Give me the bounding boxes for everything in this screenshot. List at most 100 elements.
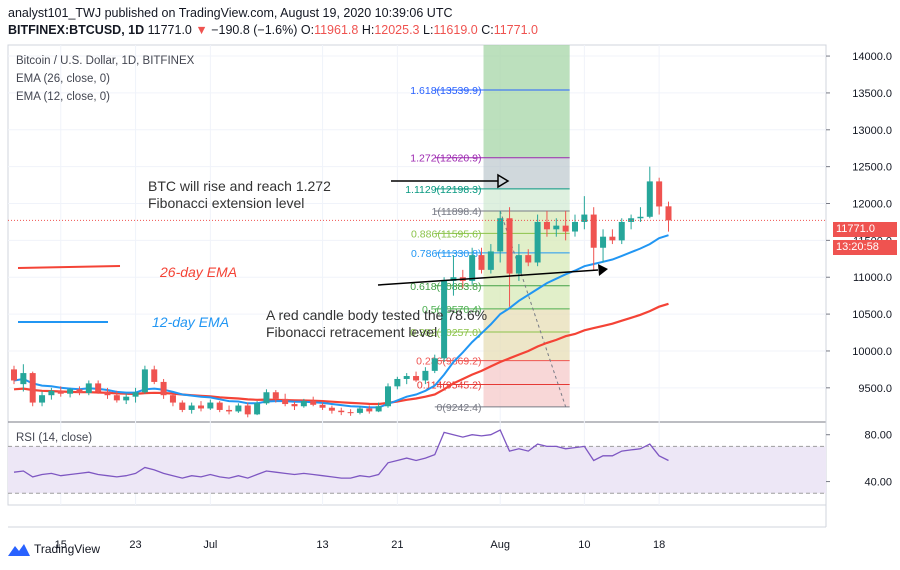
- candle-body: [413, 376, 420, 381]
- price-tick-label: 10000.0: [852, 346, 892, 358]
- candle-body: [179, 402, 186, 410]
- candle-body: [207, 402, 214, 409]
- candle-body: [319, 404, 326, 408]
- price-tick-label: 12500.0: [852, 162, 892, 174]
- candle-body: [272, 392, 279, 399]
- ema12-line: [13, 234, 669, 409]
- open-value: 11961.8: [314, 23, 359, 37]
- candle: [151, 365, 158, 385]
- candle: [57, 386, 64, 397]
- fib-level-label: 1(11898.4): [431, 206, 481, 218]
- rsi-tick-label: 80.00: [864, 430, 892, 442]
- candle-body: [385, 386, 391, 407]
- candle: [394, 376, 401, 390]
- candle-body: [572, 221, 578, 232]
- candle-body: [198, 405, 204, 409]
- rise-annotation: BTC will rise and reach 1.272 Fibonacci …: [148, 178, 331, 212]
- candle: [581, 196, 588, 230]
- plot-frame: [7, 44, 827, 506]
- fib-level-label: 0.886(11595.6): [411, 228, 481, 240]
- candle: [216, 401, 223, 413]
- candle: [646, 166, 653, 219]
- fib-trend-dashed: [499, 210, 567, 407]
- candle: [572, 214, 578, 237]
- candle: [244, 402, 251, 418]
- candle-body: [403, 376, 410, 379]
- candle-body: [169, 395, 176, 403]
- candle: [272, 390, 279, 403]
- countdown-tag: 13:20:58: [833, 240, 897, 255]
- fib-level-label: 0.786(11330.8): [411, 248, 481, 260]
- candle-body: [300, 401, 307, 407]
- candle-body: [67, 389, 74, 394]
- fib-level-label: 0.236(9869.2): [416, 356, 481, 368]
- candle: [113, 390, 120, 403]
- candle-body: [665, 206, 672, 221]
- candle-body: [515, 255, 522, 274]
- rsi-legend: RSI (14, close): [16, 432, 93, 444]
- candle-body: [338, 410, 345, 413]
- candle-body: [525, 255, 532, 263]
- fib-zone: [483, 157, 570, 189]
- candle-body: [29, 373, 36, 403]
- candle: [310, 396, 317, 407]
- candle-body: [244, 405, 251, 415]
- candle-body: [441, 280, 448, 359]
- red-candle-annotation: A red candle body tested the 78.6% Fibon…: [266, 307, 487, 341]
- ema26-legend: EMA (26, close, 0): [16, 73, 110, 85]
- time-tick-label: 23: [129, 539, 141, 551]
- fib-level-label: 0.5(10570.4): [422, 304, 482, 316]
- candle: [543, 210, 550, 237]
- tradingview-logo[interactable]: TradingView: [8, 542, 100, 556]
- change: −190.8 (−1.6%): [211, 23, 298, 37]
- candle-body: [11, 369, 17, 381]
- red-candle-annotation-line2: Fibonacci retracement level: [266, 324, 438, 340]
- close-value: 11771.0: [493, 23, 538, 37]
- candle-body: [160, 381, 167, 396]
- ema12-legend: EMA (12, close, 0): [16, 91, 110, 103]
- time-tick-label: Aug: [490, 539, 510, 551]
- candle: [20, 364, 27, 392]
- chart-legend-title: Bitcoin / U.S. Dollar, 1D, BITFINEX: [16, 55, 195, 67]
- candle: [11, 365, 17, 385]
- candle-body: [375, 406, 382, 412]
- candle-body: [600, 236, 607, 248]
- candle-body: [543, 221, 550, 230]
- candle: [422, 367, 429, 385]
- high-label: H:: [361, 23, 375, 37]
- candle: [328, 405, 335, 414]
- time-tick-label: 10: [578, 539, 590, 551]
- candle: [235, 403, 242, 413]
- candle-body: [478, 255, 485, 270]
- high-value: 12025.3: [374, 23, 420, 37]
- time-tick-label: 15: [55, 539, 67, 551]
- candle-body: [282, 398, 289, 405]
- ema12-label: 12-day EMA: [152, 314, 230, 330]
- candle-body: [506, 218, 513, 274]
- candle: [263, 389, 270, 405]
- candle: [169, 393, 176, 407]
- candle: [600, 229, 607, 263]
- candle: [665, 201, 672, 232]
- candle: [478, 247, 485, 274]
- candle: [375, 402, 382, 413]
- fib-level-label: 0(9242.4): [437, 402, 482, 414]
- candle-body: [263, 392, 270, 404]
- candle: [95, 380, 102, 394]
- candle-body: [95, 383, 102, 392]
- candle-body: [534, 221, 541, 263]
- candle: [618, 218, 625, 245]
- red-candle-arrow-line: [377, 269, 599, 286]
- candle: [553, 218, 560, 237]
- candle: [450, 255, 457, 296]
- candle: [226, 405, 233, 415]
- symbol: BITFINEX:BTCUSD, 1D: [8, 23, 145, 37]
- candle-body: [123, 396, 130, 401]
- fib-zone-top: [483, 45, 570, 158]
- candle: [29, 371, 36, 407]
- red-candle-arrow-head: [598, 264, 608, 276]
- candle: [385, 383, 391, 408]
- candle: [160, 378, 167, 399]
- candle: [76, 386, 83, 396]
